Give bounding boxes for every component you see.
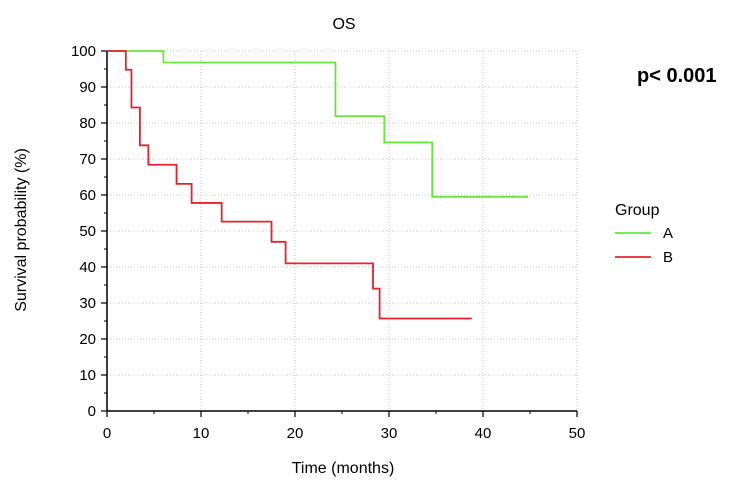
y-tick-label: 20 [79, 331, 96, 348]
y-tick-label: 60 [79, 187, 96, 204]
y-tick-label: 0 [88, 403, 96, 420]
legend-label-b: B [663, 249, 673, 266]
series-line-b [107, 50, 472, 320]
y-tick-label: 10 [79, 367, 96, 384]
legend-label-a: A [663, 225, 673, 242]
x-tick-label: 10 [193, 425, 210, 442]
legend-title: Group [615, 202, 660, 219]
x-tick-label: 20 [287, 425, 304, 442]
y-tick-label: 100 [71, 43, 96, 60]
legend: Group AB [615, 202, 673, 266]
x-tick-label: 40 [475, 425, 492, 442]
series-line-a [107, 50, 529, 198]
x-tick-label: 50 [569, 425, 586, 442]
series-lines [107, 50, 529, 320]
y-tick-label: 50 [79, 223, 96, 240]
y-tick-label: 80 [79, 115, 96, 132]
y-tick-label: 40 [79, 259, 96, 276]
x-tick-label: 30 [381, 425, 398, 442]
y-tick-label: 90 [79, 79, 96, 96]
grid [107, 50, 578, 411]
y-tick-label: 30 [79, 295, 96, 312]
tick-labels: 0 10 20 30 40 50 60 70 80 90 100 0 10 20 30 40 50 [71, 43, 585, 442]
p-value-annotation: p< 0.001 [637, 65, 717, 87]
y-tick-label: 70 [79, 151, 96, 168]
x-tick-label: 0 [103, 425, 111, 442]
axes [101, 50, 578, 417]
y-axis-title: Survival probability (%) [13, 148, 30, 312]
legend-items: AB [615, 225, 673, 266]
chart-title: OS [332, 16, 355, 33]
x-axis-title: Time (months) [292, 460, 395, 477]
